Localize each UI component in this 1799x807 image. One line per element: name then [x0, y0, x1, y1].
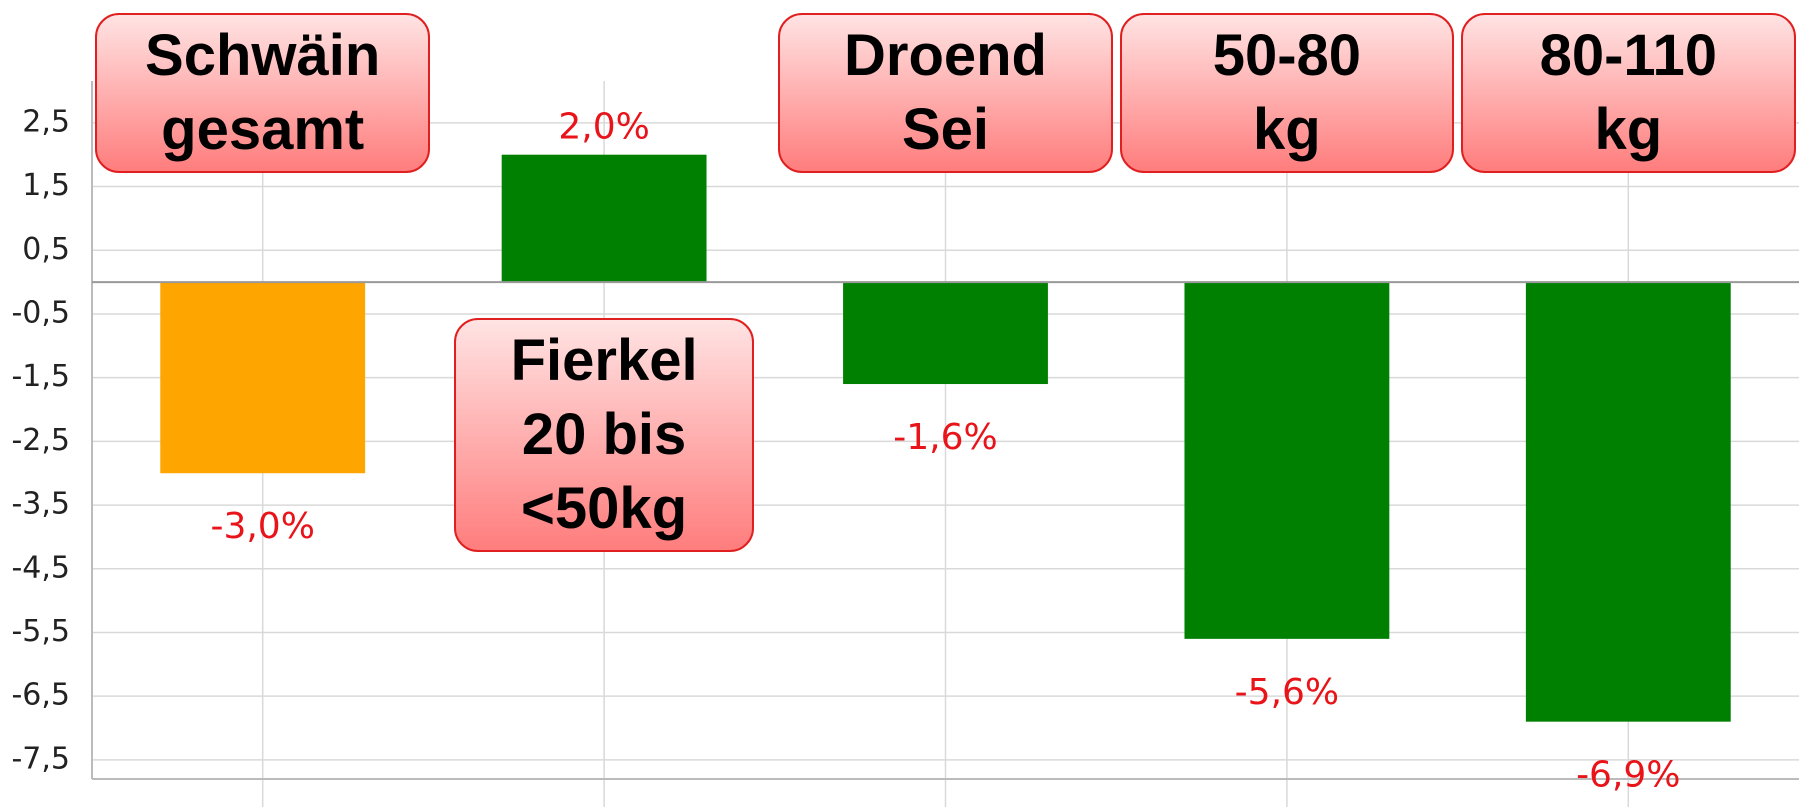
y-tick-label: -3,5 [11, 487, 70, 522]
y-tick-label: 2,5 [22, 104, 70, 139]
bar [160, 282, 366, 474]
value-label: -3,0% [210, 506, 314, 547]
y-tick-label: -5,5 [11, 614, 70, 649]
y-tick-label: -0,5 [11, 295, 70, 330]
value-label: -1,6% [893, 417, 997, 458]
category-label: 80-110 kg [1461, 13, 1796, 173]
category-label: Droend Sei [778, 13, 1113, 173]
bar [843, 282, 1048, 385]
category-label: Fierkel 20 bis <50kg [453, 318, 755, 553]
category-label: 50-80 kg [1119, 13, 1455, 173]
bar [1525, 282, 1731, 722]
y-tick-label: -4,5 [11, 550, 70, 585]
y-tick-label: -2,5 [11, 423, 70, 458]
category-label: Schwäin gesamt [95, 13, 430, 173]
value-label: -6,9% [1576, 755, 1680, 796]
y-tick-label: -1,5 [11, 359, 70, 394]
y-tick-label: 0,5 [22, 232, 70, 267]
bar [501, 154, 707, 283]
y-tick-label: -6,5 [11, 678, 70, 713]
bar [1184, 282, 1390, 639]
value-label: 2,0% [558, 107, 649, 148]
value-label: -5,6% [1235, 672, 1339, 713]
y-tick-label: -7,5 [11, 741, 70, 776]
y-tick-label: 1,5 [22, 168, 70, 203]
